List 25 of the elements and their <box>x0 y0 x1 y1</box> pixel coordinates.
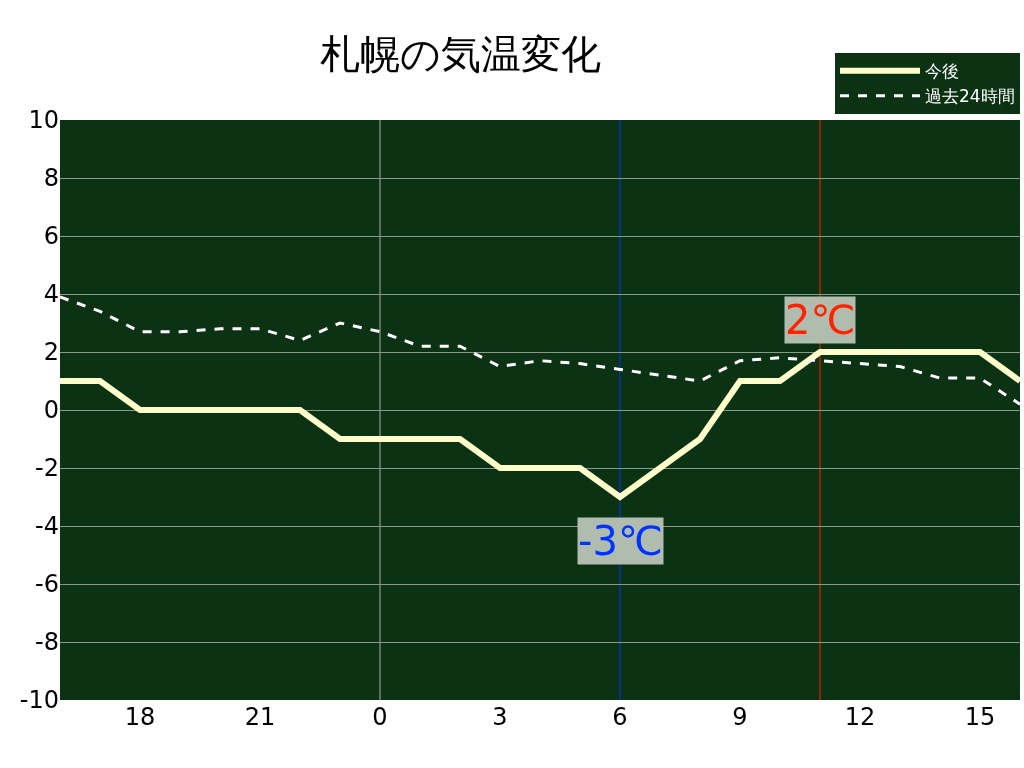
y-tick-label: 4 <box>43 280 59 309</box>
x-tick-label: 3 <box>492 703 508 731</box>
x-tick-label: 21 <box>244 703 276 731</box>
line-series <box>60 295 1020 406</box>
y-tick-label: 10 <box>28 106 59 135</box>
y-tick-label: -10 <box>19 686 59 715</box>
x-tick-label: 12 <box>844 703 876 731</box>
legend-label: 今後 <box>925 61 959 82</box>
x-tick-label: 15 <box>964 703 996 731</box>
x-tick-label: 18 <box>124 703 156 731</box>
annotation: 2℃ <box>785 297 856 343</box>
x-tick-label: 0 <box>372 703 388 731</box>
y-tick-label: -6 <box>35 570 59 599</box>
chart-title: 札幌の気温変化 <box>320 30 602 77</box>
y-tick-label: -4 <box>35 512 59 541</box>
x-tick-label: 6 <box>612 703 628 731</box>
y-tick-label: 6 <box>43 222 59 251</box>
y-tick-label: 2 <box>43 338 59 367</box>
annotation: -3℃ <box>578 518 663 564</box>
y-tick-label: -2 <box>35 454 59 483</box>
x-tick-label: 9 <box>732 703 748 731</box>
y-tick-label: 0 <box>43 396 59 425</box>
y-tick-label: 8 <box>43 164 59 193</box>
legend-label: 過去24時間 <box>925 86 1015 107</box>
y-tick-label: -8 <box>35 628 59 657</box>
